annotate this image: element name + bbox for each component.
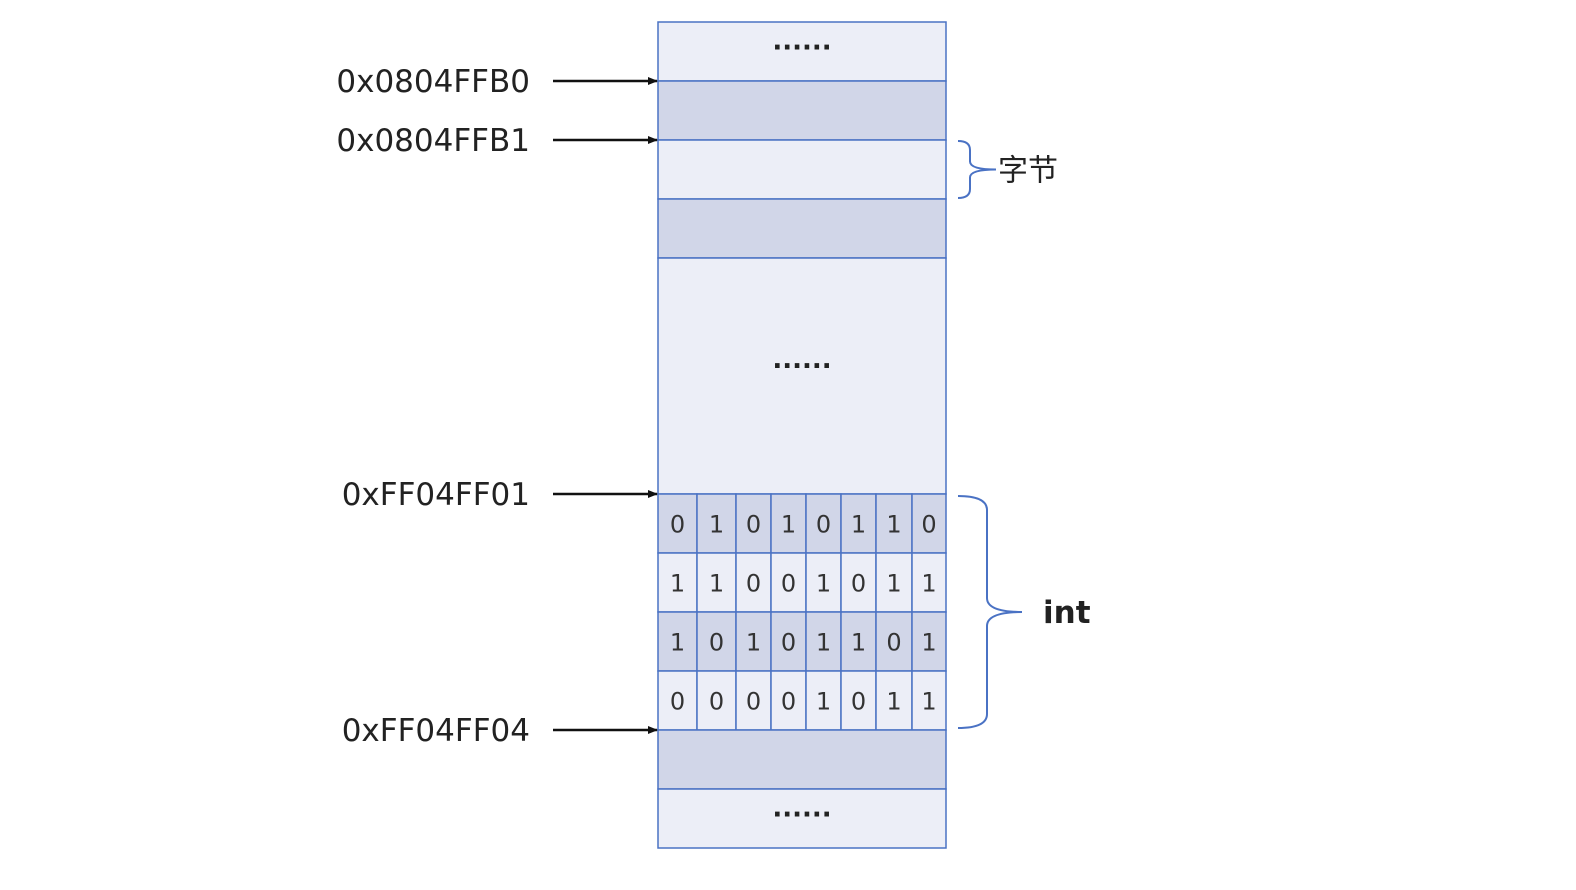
bit-value: 1: [921, 688, 936, 716]
bit-cell: [911, 552, 947, 613]
bit-value: 0: [746, 570, 761, 598]
bit-cell: [805, 552, 842, 613]
bit-value: 1: [816, 688, 831, 716]
memory-block: [657, 788, 947, 849]
ellipsis-text: ......: [772, 27, 831, 57]
bit-value: 0: [746, 688, 761, 716]
bit-cell: [911, 670, 947, 731]
byte-cell: [657, 80, 947, 141]
bit-value: 0: [781, 688, 796, 716]
bit-value: 0: [851, 688, 866, 716]
byte-cell: [657, 198, 947, 259]
bit-value: 1: [851, 511, 866, 539]
bit-value: 0: [670, 511, 685, 539]
bit-value: 1: [709, 511, 724, 539]
bit-cell: [875, 493, 913, 554]
bit-value: 0: [709, 688, 724, 716]
bit-value: 1: [816, 570, 831, 598]
bit-value: 1: [670, 570, 685, 598]
bit-value: 1: [921, 629, 936, 657]
bit-value: 0: [921, 511, 936, 539]
bit-value: 0: [709, 629, 724, 657]
bit-cell: [770, 670, 807, 731]
bit-cell: [735, 611, 772, 672]
memory-row-9: [657, 729, 947, 790]
bit-value: 1: [886, 511, 901, 539]
address-label: 0x0804FFB0: [336, 64, 530, 100]
bit-cell: [840, 670, 877, 731]
bit-cell: [805, 611, 842, 672]
memory-block: [657, 257, 947, 495]
memory-row-3: [657, 198, 947, 259]
address-pointers: 0x0804FFB0 0x0804FFB1 0xFF04FF01 0xFF04FF04: [336, 64, 658, 749]
bit-value: 0: [816, 511, 831, 539]
bit-value: 1: [781, 511, 796, 539]
bit-cell: [840, 611, 877, 672]
size-braces: 字节 int: [957, 140, 1091, 729]
bit-value: 1: [921, 570, 936, 598]
bit-value: 0: [670, 688, 685, 716]
bit-cell: [696, 670, 737, 731]
bit-value: 1: [886, 688, 901, 716]
bit-cell: [805, 493, 842, 554]
brace-shape: [957, 495, 1023, 729]
memory-row-2: [657, 139, 947, 200]
brace-annotation: 字节: [957, 140, 1058, 199]
address-pointer: 0xFF04FF01: [342, 477, 658, 513]
brace-label: int: [1043, 595, 1091, 631]
bit-value: 0: [886, 629, 901, 657]
bit-value: 1: [670, 629, 685, 657]
bit-value: 1: [886, 570, 901, 598]
byte-cell: [657, 729, 947, 790]
address-label: 0xFF04FF01: [342, 477, 530, 513]
bit-cell: [657, 493, 698, 554]
bit-value: 1: [746, 629, 761, 657]
bit-value: 0: [851, 570, 866, 598]
byte-cell: [657, 139, 947, 200]
memory-cells: ............0 1 0 1 0 1 1 01 1 0 0 1 0 1 11 0 1 0 1 1 0 10 0 0 0…: [657, 21, 947, 849]
bit-cell: [875, 552, 913, 613]
address-pointer: 0x0804FFB1: [336, 123, 658, 159]
address-pointer: 0x0804FFB0: [336, 64, 658, 100]
bit-cell: [696, 611, 737, 672]
bit-value: 0: [781, 570, 796, 598]
bit-cell: [735, 552, 772, 613]
ellipsis-text: ......: [772, 345, 831, 375]
ellipsis-text: ......: [772, 794, 831, 824]
bit-value: 1: [851, 629, 866, 657]
brace-shape: [957, 140, 997, 199]
memory-row-0: ......: [657, 21, 947, 82]
bit-value: 1: [709, 570, 724, 598]
brace-label: 字节: [998, 154, 1058, 189]
bit-cell: [657, 552, 698, 613]
bit-value: 0: [746, 511, 761, 539]
brace-annotation: int: [957, 495, 1091, 729]
address-pointer: 0xFF04FF04: [342, 713, 658, 749]
bit-cell: [770, 611, 807, 672]
bit-value: 0: [781, 629, 796, 657]
memory-row-10: ......: [657, 788, 947, 849]
memory-row-4: ......: [657, 257, 947, 495]
bit-value: 1: [816, 629, 831, 657]
memory-block: [657, 21, 947, 82]
address-label: 0xFF04FF04: [342, 713, 530, 749]
address-label: 0x0804FFB1: [336, 123, 530, 159]
memory-row-1: [657, 80, 947, 141]
